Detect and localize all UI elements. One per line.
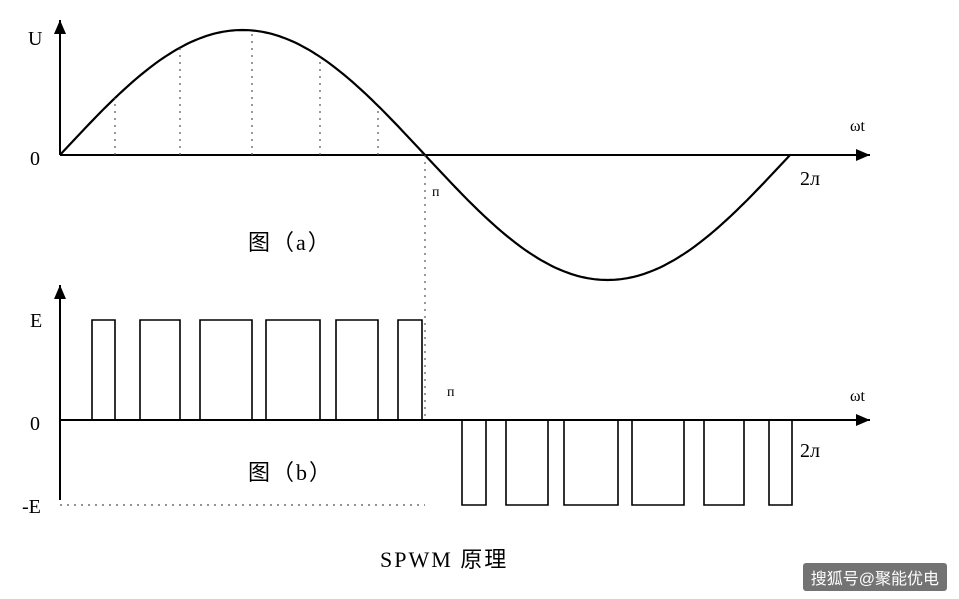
spwm-diagram (0, 0, 959, 599)
caption-b: 图（b） (248, 455, 333, 487)
label-E: E (30, 310, 42, 333)
label-top-2pi: 2л (800, 168, 820, 191)
label-top-wt: ωt (850, 118, 865, 136)
label-negE: -E (22, 496, 41, 519)
label-U: U (28, 28, 42, 51)
label-bot-2pi: 2л (800, 440, 820, 463)
label-bot-pi: п (447, 385, 455, 401)
label-bot-wt: ωt (850, 388, 865, 406)
title: SPWM 原理 (380, 542, 508, 574)
watermark: 搜狐号@聚能优电 (803, 563, 947, 591)
caption-a: 图（a） (248, 225, 332, 257)
label-top-pi: п (432, 185, 440, 201)
label-bot-zero: 0 (30, 413, 40, 436)
label-top-zero: 0 (30, 148, 40, 171)
